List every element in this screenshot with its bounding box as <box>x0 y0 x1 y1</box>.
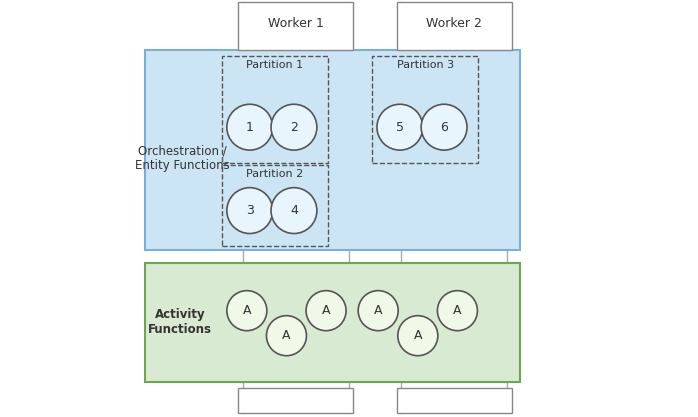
Text: 3: 3 <box>246 204 253 217</box>
Text: Partition 3: Partition 3 <box>396 60 454 70</box>
Text: Worker 2: Worker 2 <box>426 17 482 30</box>
Bar <box>144 50 520 250</box>
Text: A: A <box>413 329 422 342</box>
Text: A: A <box>374 304 383 317</box>
Circle shape <box>421 104 467 150</box>
Bar <box>239 388 353 413</box>
Text: A: A <box>322 304 330 317</box>
Text: 2: 2 <box>290 121 298 134</box>
Circle shape <box>398 316 438 356</box>
Circle shape <box>227 104 273 150</box>
Circle shape <box>271 104 317 150</box>
Text: A: A <box>243 304 251 317</box>
Text: Orchestration /
Entity Functions: Orchestration / Entity Functions <box>135 144 230 173</box>
Text: Partition 1: Partition 1 <box>246 60 304 70</box>
Text: 4: 4 <box>290 204 298 217</box>
Text: Worker 1: Worker 1 <box>268 17 324 30</box>
Circle shape <box>267 316 306 356</box>
Bar <box>372 56 478 163</box>
Text: Activity
Functions: Activity Functions <box>148 308 212 336</box>
Circle shape <box>306 291 346 331</box>
Text: 5: 5 <box>396 121 404 134</box>
Circle shape <box>227 291 267 331</box>
Bar <box>222 165 328 246</box>
Circle shape <box>438 291 477 331</box>
Text: A: A <box>453 304 461 317</box>
Circle shape <box>271 188 317 234</box>
Text: 6: 6 <box>440 121 448 134</box>
Bar <box>144 263 520 382</box>
Circle shape <box>358 291 398 331</box>
Bar <box>222 56 328 163</box>
Bar <box>397 2 512 50</box>
Text: Partition 2: Partition 2 <box>246 169 304 179</box>
Bar <box>239 2 353 50</box>
Text: A: A <box>282 329 290 342</box>
Bar <box>397 388 512 413</box>
Text: 1: 1 <box>246 121 253 134</box>
Circle shape <box>227 188 273 234</box>
Circle shape <box>377 104 423 150</box>
